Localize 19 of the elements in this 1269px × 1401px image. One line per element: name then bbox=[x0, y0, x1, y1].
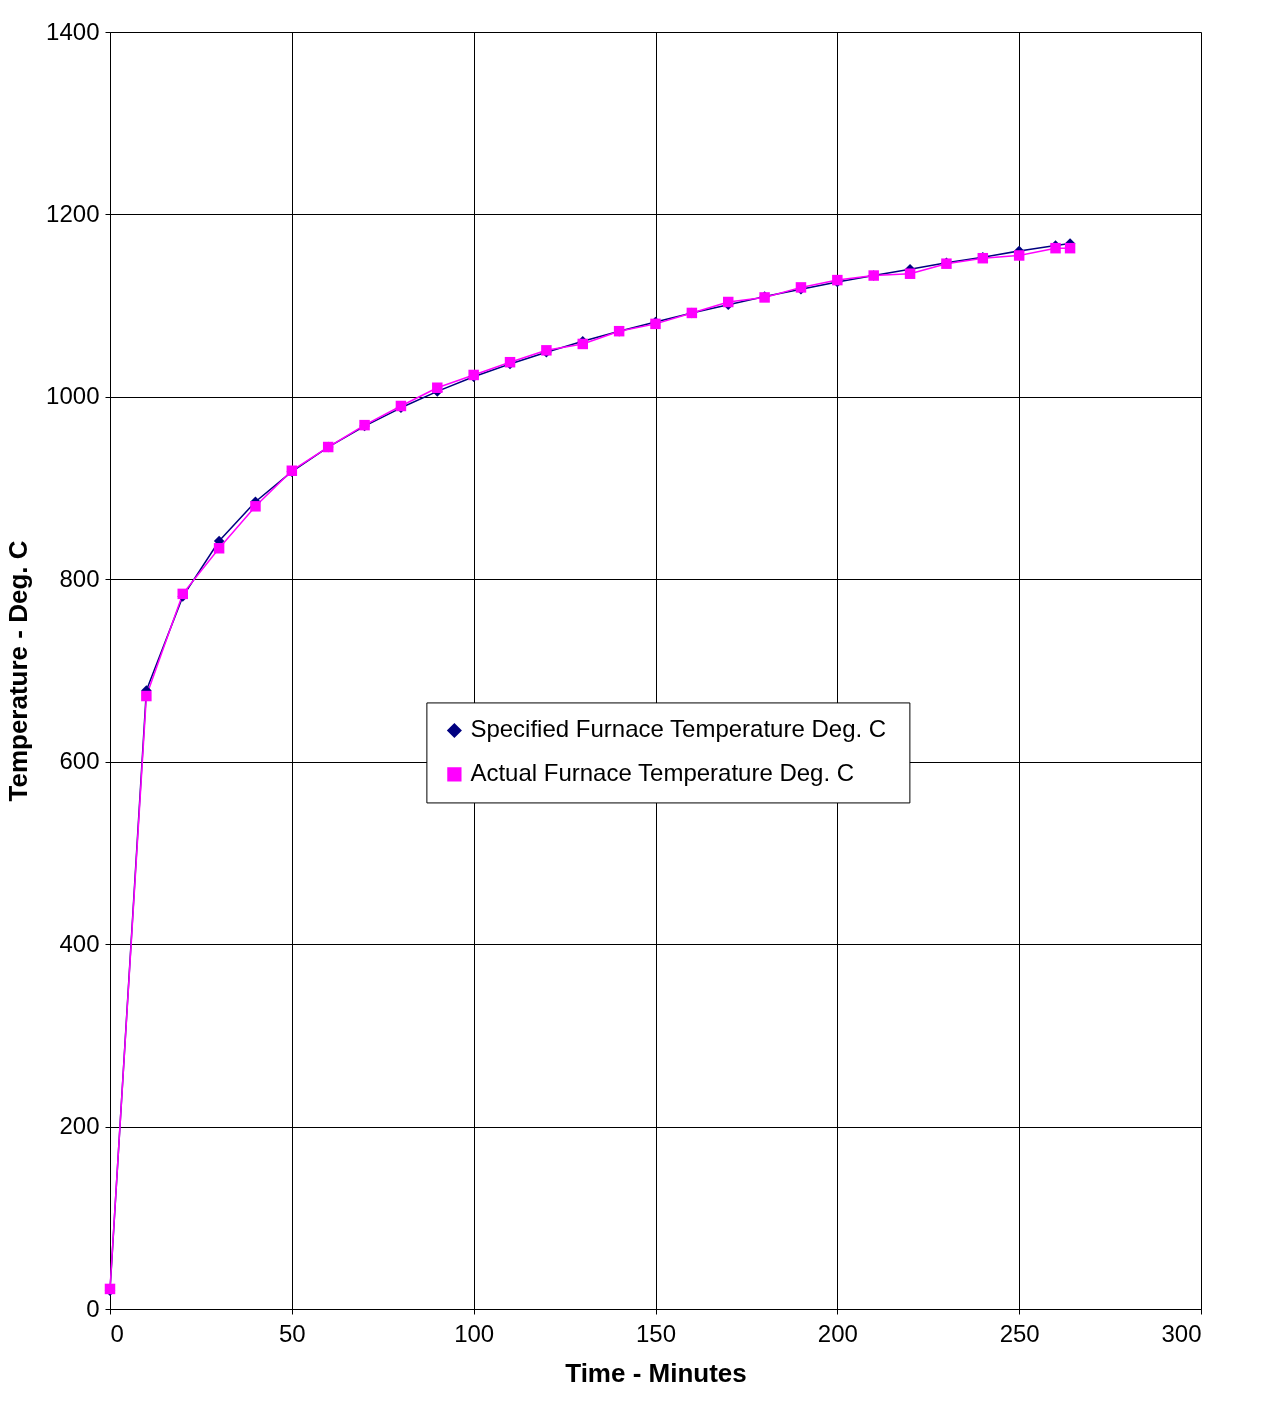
x-tick-label: 200 bbox=[817, 1319, 858, 1347]
legend-label: Actual Furnace Temperature Deg. C bbox=[470, 759, 855, 787]
x-tick-label: 50 bbox=[278, 1319, 306, 1347]
x-tick-label: 300 bbox=[1161, 1319, 1202, 1347]
y-tick-label: 200 bbox=[59, 1112, 100, 1140]
x-tick-label: 0 bbox=[110, 1319, 124, 1347]
y-tick-label: 400 bbox=[59, 929, 100, 957]
y-tick-label: 0 bbox=[86, 1294, 100, 1322]
x-tick-label: 100 bbox=[454, 1319, 495, 1347]
y-tick-label: 1400 bbox=[46, 17, 100, 45]
y-tick-label: 800 bbox=[59, 564, 100, 592]
y-axis-title: Temperature - Deg. C bbox=[3, 540, 34, 802]
x-axis-title: Time - Minutes bbox=[565, 1357, 747, 1388]
x-tick-label: 150 bbox=[635, 1319, 677, 1347]
y-tick-label: 600 bbox=[59, 747, 100, 775]
x-tick-label: 250 bbox=[999, 1319, 1040, 1347]
legend-label: Specified Furnace Temperature Deg. C bbox=[470, 715, 887, 743]
y-tick-label: 1200 bbox=[46, 199, 100, 227]
y-tick-label: 1000 bbox=[46, 382, 100, 410]
